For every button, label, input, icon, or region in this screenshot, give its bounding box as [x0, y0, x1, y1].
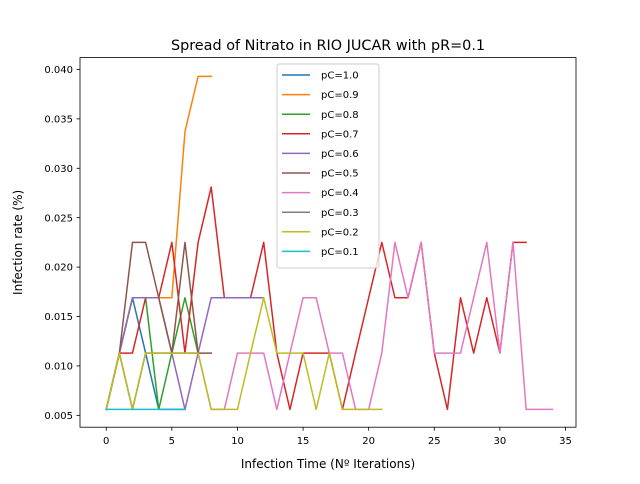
legend-label: pC=0.8 — [321, 110, 359, 121]
x-tick-label: 25 — [428, 436, 441, 447]
y-axis-ticks: 0.005 0.010 0.015 0.020 0.025 0.030 0.035 0.040 — [44, 65, 80, 422]
axes-frame — [79, 57, 577, 428]
legend-box — [276, 63, 380, 269]
x-tick-label: 10 — [231, 436, 244, 447]
legend-label: pC=0.7 — [321, 129, 359, 140]
series-line — [105, 241, 212, 411]
y-tick-label: 0.040 — [44, 65, 73, 76]
y-tick-label: 0.030 — [44, 164, 73, 175]
x-axis-label: Infection Time (Nº Iterations) — [241, 457, 415, 471]
x-tick-label: 0 — [103, 436, 109, 447]
y-tick-label: 0.005 — [44, 411, 73, 422]
x-tick-label: 30 — [494, 436, 507, 447]
y-tick-label: 0.015 — [44, 312, 73, 323]
legend-label: pC=0.6 — [321, 149, 359, 160]
y-tick-label: 0.025 — [44, 213, 73, 224]
y-axis-label: Infection rate (%) — [11, 190, 25, 295]
y-tick-label: 0.010 — [44, 362, 73, 373]
legend: pC=1.0 pC=0.9 pC=0.8 pC=0.7 pC=0.6 pC=0.5 pC=0… — [276, 63, 380, 269]
x-tick-label: 15 — [297, 436, 310, 447]
x-tick-label: 5 — [169, 436, 175, 447]
legend-label: pC=0.1 — [321, 247, 359, 258]
legend-label: pC=0.4 — [321, 188, 359, 199]
legend-label: pC=0.3 — [321, 208, 359, 219]
y-tick-label: 0.020 — [44, 263, 73, 274]
y-tick-label: 0.035 — [44, 114, 73, 125]
legend-label: pC=0.5 — [321, 169, 359, 180]
chart-title: Spread of Nitrato in RIO JUCAR with pR=0… — [171, 38, 485, 54]
series-line — [105, 186, 527, 411]
legend-label: pC=0.2 — [321, 227, 359, 238]
plot-series — [105, 75, 554, 411]
legend-label: pC=1.0 — [321, 71, 359, 82]
x-axis-ticks: 0 5 10 15 20 25 30 35 — [103, 427, 572, 447]
x-tick-label: 20 — [362, 436, 375, 447]
x-tick-label: 35 — [559, 436, 572, 447]
series-line — [105, 296, 383, 411]
legend-label: pC=0.9 — [321, 90, 359, 101]
